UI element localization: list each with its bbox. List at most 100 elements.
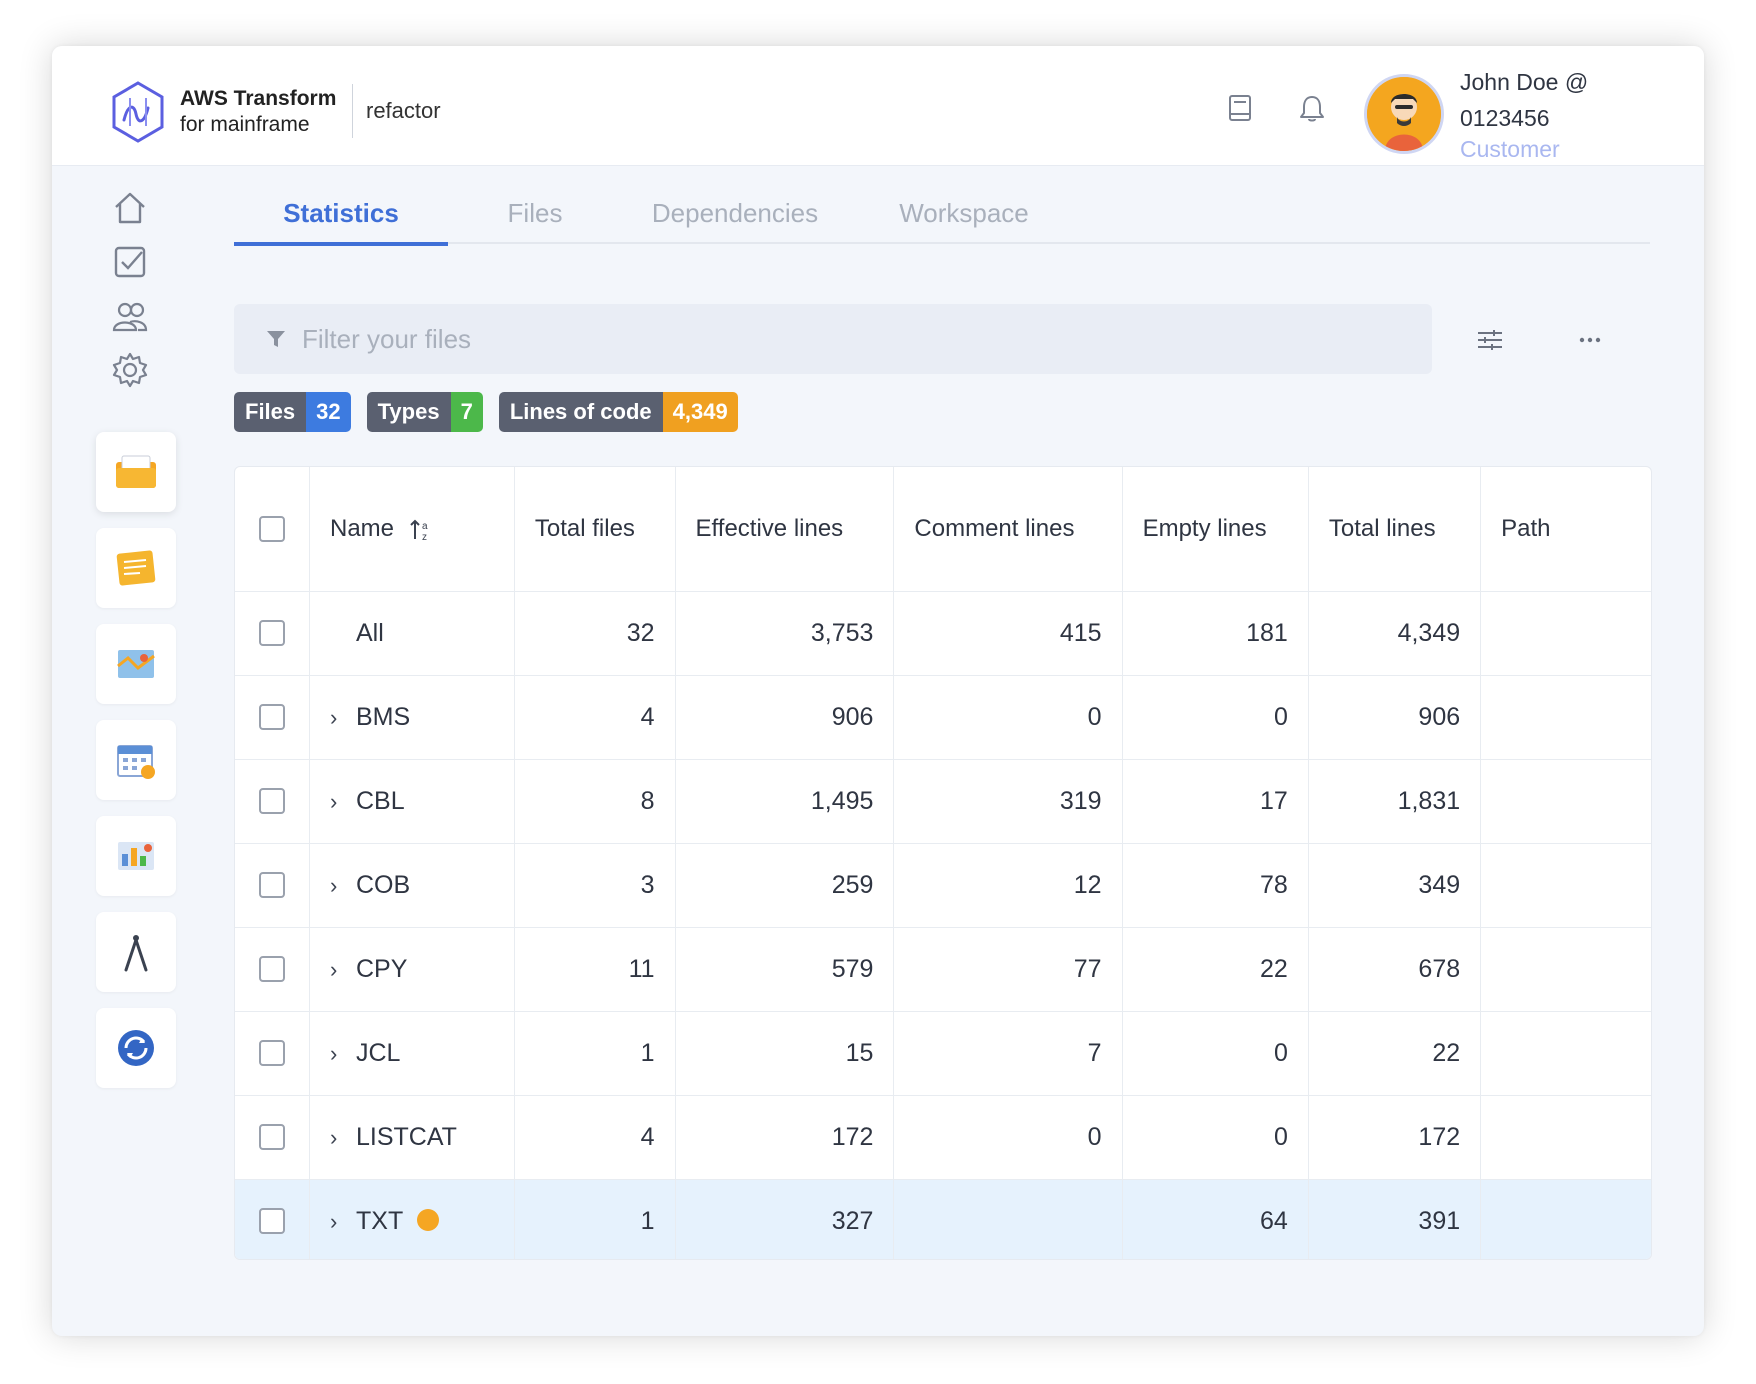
row-effective-lines: 3,753	[675, 591, 895, 676]
row-effective-lines: 259	[675, 843, 895, 928]
row-path	[1480, 1095, 1651, 1180]
expand-chevron-icon[interactable]: ›	[330, 788, 338, 814]
svg-text:z: z	[422, 532, 427, 543]
row-empty-lines: 64	[1122, 1179, 1309, 1259]
sidebar-card-notes[interactable]	[96, 528, 176, 608]
gear-icon[interactable]	[110, 350, 150, 390]
row-name-cell: › LISTCAT	[309, 1095, 515, 1180]
row-name: LISTCAT	[356, 1122, 457, 1151]
checklist-icon[interactable]	[110, 242, 150, 282]
sidebar-card-calendar[interactable]	[96, 720, 176, 800]
types-badge-label: Types	[366, 392, 451, 432]
row-checkbox[interactable]	[259, 620, 285, 646]
expand-chevron-icon[interactable]: ›	[330, 1040, 338, 1066]
row-total-lines: 4,349	[1308, 591, 1482, 676]
expand-chevron-icon[interactable]: ›	[330, 704, 338, 730]
select-all-checkbox[interactable]	[259, 515, 285, 542]
bell-icon[interactable]	[1296, 92, 1328, 124]
table-row[interactable]: › JCL 1 15 7 0 22	[235, 1011, 1651, 1096]
tab-bar: Statistics Files Dependencies Workspace	[234, 188, 1650, 246]
types-badge: Types 7	[366, 392, 483, 432]
col-effective-lines[interactable]: Effective lines	[675, 467, 895, 592]
row-checkbox[interactable]	[259, 704, 285, 730]
row-effective-lines: 172	[675, 1095, 895, 1180]
row-checkbox[interactable]	[259, 788, 285, 814]
col-comment-lines[interactable]: Comment lines	[893, 467, 1123, 592]
files-badge-label: Files	[234, 392, 307, 432]
table-row[interactable]: › LISTCAT 4 172 0 0 172	[235, 1095, 1651, 1180]
col-total-lines[interactable]: Total lines	[1308, 467, 1482, 592]
row-total-files: 4	[514, 675, 676, 760]
book-icon[interactable]	[1224, 92, 1256, 124]
expand-chevron-icon[interactable]: ›	[330, 1124, 338, 1150]
row-path	[1480, 1011, 1651, 1096]
table-row[interactable]: › TXT 1 327 64 391	[235, 1179, 1651, 1259]
row-total-files: 3	[514, 843, 676, 928]
sidebar-card-compass[interactable]	[96, 912, 176, 992]
row-path	[1480, 843, 1651, 928]
more-options-icon[interactable]	[1574, 324, 1606, 356]
user-role: Customer	[1460, 136, 1560, 162]
table-row[interactable]: › COB 3 259 12 78 349	[235, 843, 1651, 928]
user-name: John Doe @ 0123456	[1460, 69, 1589, 131]
filter-bar	[234, 304, 1432, 374]
tab-dependencies[interactable]: Dependencies	[651, 198, 819, 228]
table-row[interactable]: All 32 3,753 415 181 4,349	[235, 591, 1651, 676]
row-checkbox[interactable]	[259, 956, 285, 982]
expand-chevron-icon[interactable]: ›	[330, 872, 338, 898]
row-path	[1480, 591, 1651, 676]
col-empty-lines[interactable]: Empty lines	[1122, 467, 1309, 592]
home-icon[interactable]	[110, 188, 150, 228]
row-checkbox[interactable]	[259, 1040, 285, 1066]
row-total-lines: 906	[1308, 675, 1482, 760]
row-effective-lines: 906	[675, 675, 895, 760]
sort-icon[interactable]: az	[408, 517, 434, 543]
row-name: All	[356, 618, 384, 647]
sidebar-card-folder[interactable]	[96, 432, 176, 512]
row-effective-lines: 15	[675, 1011, 895, 1096]
row-checkbox[interactable]	[259, 872, 285, 898]
table-row[interactable]: › CBL 8 1,495 319 17 1,831	[235, 759, 1651, 844]
table-row[interactable]: › CPY 11 579 77 22 678	[235, 927, 1651, 1012]
brand-subtitle: for mainframe	[180, 113, 310, 136]
sidebar-card-sync[interactable]	[96, 1008, 176, 1088]
col-total-files[interactable]: Total files	[514, 467, 676, 592]
users-icon[interactable]	[110, 296, 150, 336]
tab-statistics[interactable]: Statistics	[234, 188, 448, 246]
col-name[interactable]: Name a z	[309, 467, 515, 592]
row-total-lines: 1,831	[1308, 759, 1482, 844]
row-checkbox[interactable]	[259, 1208, 285, 1234]
column-settings-icon[interactable]	[1474, 324, 1506, 356]
filter-input[interactable]	[302, 323, 1202, 355]
brand-title: AWS Transform	[180, 87, 337, 110]
row-path	[1480, 927, 1651, 1012]
notes-icon	[116, 550, 156, 586]
sidebar-card-map[interactable]	[96, 624, 176, 704]
sidebar-card-dashboard[interactable]	[96, 816, 176, 896]
row-name-cell: › CPY	[309, 927, 515, 1012]
row-comment-lines: 77	[893, 927, 1123, 1012]
calendar-icon	[117, 745, 155, 779]
row-checkbox[interactable]	[259, 1124, 285, 1150]
row-name-cell: › BMS	[309, 675, 515, 760]
table-row[interactable]: › BMS 4 906 0 0 906	[235, 675, 1651, 760]
row-effective-lines: 327	[675, 1179, 895, 1259]
expand-chevron-icon[interactable]: ›	[330, 956, 338, 982]
row-comment-lines: 12	[893, 843, 1123, 928]
row-name: JCL	[356, 1038, 401, 1067]
row-comment-lines: 319	[893, 759, 1123, 844]
row-comment-lines: 7	[893, 1011, 1123, 1096]
folder-icon	[116, 455, 156, 488]
avatar[interactable]	[1364, 74, 1444, 154]
compass-icon	[124, 935, 148, 972]
tab-workspace[interactable]: Workspace	[899, 198, 1029, 228]
row-empty-lines: 0	[1122, 675, 1309, 760]
expand-chevron-icon[interactable]: ›	[330, 1208, 338, 1234]
row-path	[1480, 1179, 1651, 1259]
warning-icon[interactable]	[417, 1208, 440, 1231]
col-path[interactable]: Path	[1480, 467, 1651, 592]
types-badge-value: 7	[450, 392, 483, 432]
summary-badges: Files 32 Types 7 Lines of code 4,349	[234, 392, 738, 432]
files-badge: Files 32	[234, 392, 351, 432]
tab-files[interactable]: Files	[507, 198, 563, 228]
